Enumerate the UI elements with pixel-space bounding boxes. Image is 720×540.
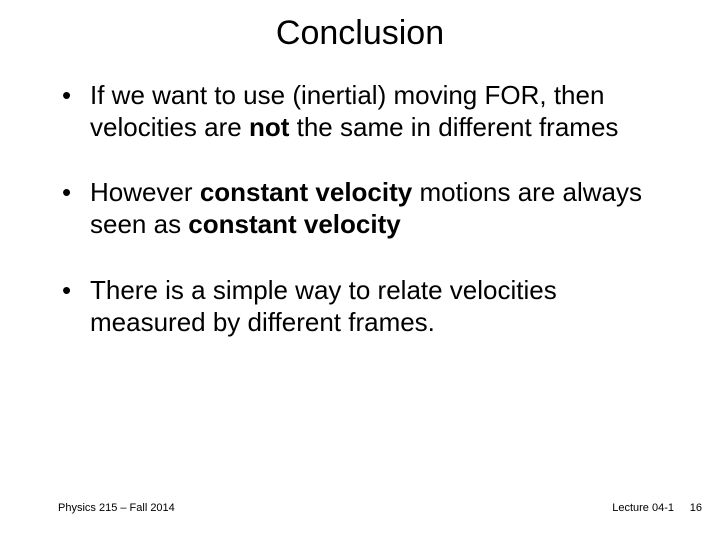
text-run: There is a simple way to relate velociti… [90, 275, 557, 337]
text-run: the same in different frames [289, 112, 618, 142]
bullet-list: If we want to use (inertial) moving FOR,… [62, 80, 662, 338]
footer-page-number: 16 [690, 502, 702, 514]
footer-left: Physics 215 – Fall 2014 [58, 502, 175, 514]
slide-body: If we want to use (inertial) moving FOR,… [62, 80, 662, 372]
bullet-item: If we want to use (inertial) moving FOR,… [62, 80, 662, 143]
slide: Conclusion If we want to use (inertial) … [0, 0, 720, 540]
bullet-item: There is a simple way to relate velociti… [62, 275, 662, 338]
footer-right: Lecture 04-1 [612, 502, 674, 514]
text-run: However [90, 177, 200, 207]
text-run: not [249, 112, 289, 142]
text-run: constant velocity [200, 177, 412, 207]
text-run: constant velocity [188, 209, 400, 239]
bullet-item: However constant velocity motions are al… [62, 177, 662, 240]
slide-title: Conclusion [0, 14, 720, 53]
